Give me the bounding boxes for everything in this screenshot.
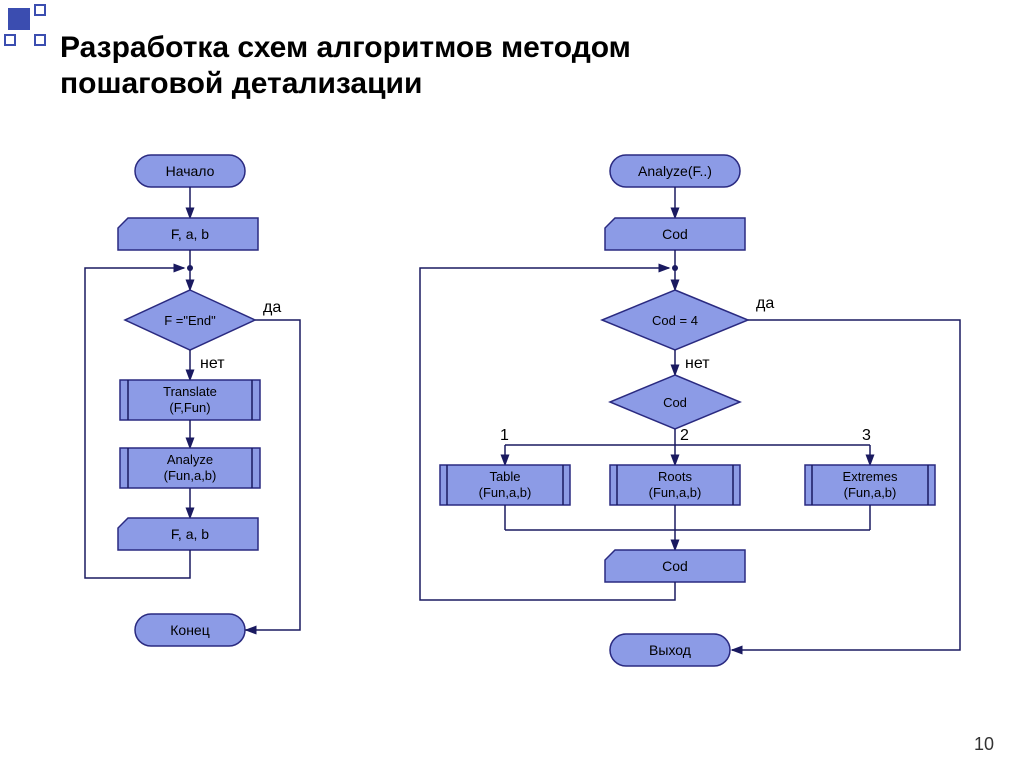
left-end-label: Конец xyxy=(170,622,209,638)
left-input1-label: F, a, b xyxy=(171,226,209,242)
title-line-1: Разработка схем алгоритмов методом xyxy=(60,31,631,64)
right-no-label: нет xyxy=(685,355,710,372)
right-case1-label: 1 xyxy=(500,427,509,444)
left-start-label: Начало xyxy=(166,163,215,179)
right-switch-label: Cod xyxy=(663,395,687,410)
flowchart-canvas: Начало F, a, b F ="End" да нет Translate… xyxy=(0,140,1024,740)
right-input1-label: Cod xyxy=(662,226,688,242)
right-case3-label: 3 xyxy=(862,427,871,444)
left-decision-label: F ="End" xyxy=(164,313,216,328)
corner-decoration xyxy=(8,8,30,35)
left-yes-label: да xyxy=(263,299,281,316)
right-sub3-l2: (Fun,a,b) xyxy=(844,485,897,500)
slide-title: Разработка схем алгоритмов методом пошаг… xyxy=(60,30,631,102)
right-sub3-l1: Extremes xyxy=(843,469,898,484)
right-start-label: Analyze(F..) xyxy=(638,163,712,179)
left-no-label: нет xyxy=(200,355,225,372)
right-sub2-l2: (Fun,a,b) xyxy=(649,485,702,500)
left-proc2-l2: (Fun,a,b) xyxy=(164,468,217,483)
left-proc1-l1: Translate xyxy=(163,384,217,399)
page-number: 10 xyxy=(974,734,994,755)
right-end-label: Выход xyxy=(649,642,691,658)
left-proc2-l1: Analyze xyxy=(167,452,213,467)
left-proc1-l2: (F,Fun) xyxy=(169,400,210,415)
left-input2-label: F, a, b xyxy=(171,526,209,542)
right-sub1-l1: Table xyxy=(489,469,520,484)
right-sub2-l1: Roots xyxy=(658,469,692,484)
right-sub1-l2: (Fun,a,b) xyxy=(479,485,532,500)
right-input2-label: Cod xyxy=(662,558,688,574)
right-case2-label: 2 xyxy=(680,427,689,444)
right-decision1-label: Cod = 4 xyxy=(652,313,698,328)
right-yes-label: да xyxy=(756,295,774,312)
title-line-2: пошаговой детализации xyxy=(60,67,422,100)
